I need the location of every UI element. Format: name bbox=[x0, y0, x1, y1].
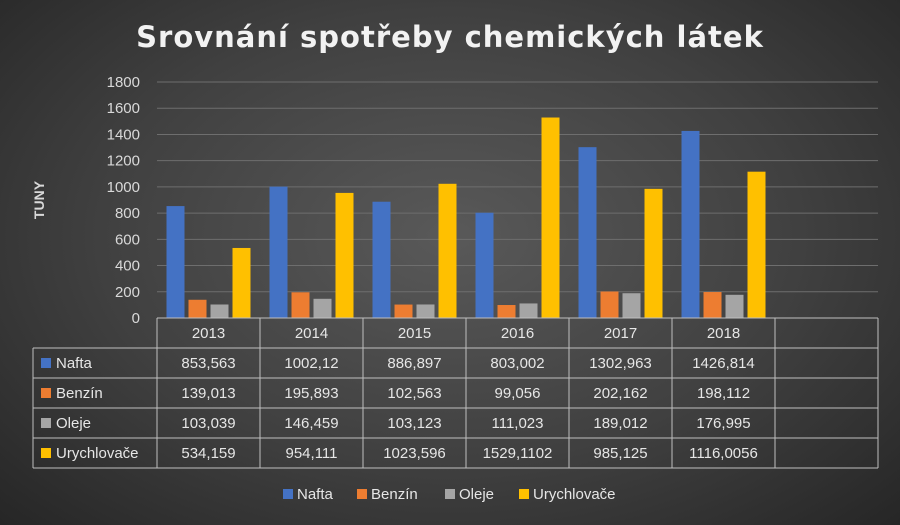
y-tick-label: 1200 bbox=[107, 153, 140, 170]
y-axis-label: TUNY bbox=[31, 180, 47, 219]
x-tick-label: 2016 bbox=[501, 325, 534, 342]
bar-benzín-2015 bbox=[394, 304, 413, 318]
y-tick-label: 1400 bbox=[107, 126, 140, 143]
y-tick-label: 1600 bbox=[107, 100, 140, 117]
data-label: 886,897 bbox=[387, 355, 441, 372]
data-label: 1529,1102 bbox=[483, 445, 553, 462]
legend-key bbox=[519, 489, 529, 499]
table-series-label: Urychlovače bbox=[56, 445, 139, 462]
x-tick-label: 2014 bbox=[295, 325, 328, 342]
bar-oleje-2017 bbox=[622, 293, 641, 318]
bar-oleje-2015 bbox=[416, 304, 435, 318]
bar-urychlovače-2013 bbox=[232, 247, 251, 318]
bar-benzín-2017 bbox=[600, 291, 619, 318]
data-label: 139,013 bbox=[181, 385, 235, 402]
bar-oleje-2016 bbox=[519, 303, 538, 318]
table-series-label: Nafta bbox=[56, 355, 93, 372]
bar-urychlovače-2015 bbox=[438, 183, 457, 318]
data-label: 1002,12 bbox=[284, 355, 338, 372]
legend-entry: Benzín bbox=[371, 486, 418, 503]
data-label: 985,125 bbox=[593, 445, 647, 462]
legend-entry: Nafta bbox=[297, 486, 334, 503]
bar-oleje-2014 bbox=[313, 298, 332, 318]
y-tick-label: 800 bbox=[115, 205, 140, 222]
legend-entry: Oleje bbox=[459, 486, 494, 503]
bar-urychlovače-2016 bbox=[541, 117, 560, 318]
data-label: 99,056 bbox=[495, 385, 541, 402]
table-legend-key bbox=[41, 418, 51, 428]
x-tick-label: 2018 bbox=[707, 325, 740, 342]
bar-urychlovače-2014 bbox=[335, 192, 354, 318]
bar-benzín-2016 bbox=[497, 305, 516, 318]
data-label: 103,123 bbox=[387, 415, 441, 432]
data-label: 1023,596 bbox=[383, 445, 446, 462]
bar-nafta-2017 bbox=[578, 147, 597, 318]
legend-key bbox=[445, 489, 455, 499]
y-tick-label: 200 bbox=[115, 284, 140, 301]
bar-oleje-2018 bbox=[725, 294, 744, 318]
data-label: 1426,814 bbox=[692, 355, 755, 372]
y-tick-label: 400 bbox=[115, 258, 140, 275]
data-label: 1116,0056 bbox=[689, 445, 758, 462]
bar-nafta-2016 bbox=[475, 212, 494, 318]
data-label: 534,159 bbox=[181, 445, 235, 462]
y-tick-label: 1000 bbox=[107, 179, 140, 196]
table-legend-key bbox=[41, 388, 51, 398]
table-legend-key bbox=[41, 448, 51, 458]
bar-benzín-2018 bbox=[703, 292, 722, 318]
data-label: 146,459 bbox=[284, 415, 338, 432]
legend-entry: Urychlovače bbox=[533, 486, 616, 503]
x-tick-label: 2017 bbox=[604, 325, 637, 342]
legend-key bbox=[283, 489, 293, 499]
data-label: 189,012 bbox=[593, 415, 647, 432]
data-label: 1302,963 bbox=[589, 355, 652, 372]
data-label: 102,563 bbox=[387, 385, 441, 402]
bar-urychlovače-2017 bbox=[644, 188, 663, 318]
table-series-label: Benzín bbox=[56, 385, 103, 402]
data-label: 111,023 bbox=[492, 415, 544, 432]
y-tick-label: 600 bbox=[115, 231, 140, 248]
chart-title: Srovnání spotřeby chemických látek bbox=[136, 20, 764, 54]
bar-nafta-2013 bbox=[166, 206, 185, 318]
x-tick-label: 2013 bbox=[192, 325, 225, 342]
bar-nafta-2015 bbox=[372, 201, 391, 318]
y-tick-label: 1800 bbox=[107, 74, 140, 91]
data-label: 853,563 bbox=[181, 355, 235, 372]
legend-key bbox=[357, 489, 367, 499]
data-label: 954,111 bbox=[286, 445, 338, 462]
data-label: 195,893 bbox=[284, 385, 338, 402]
data-label: 176,995 bbox=[696, 415, 750, 432]
bar-nafta-2014 bbox=[269, 186, 288, 318]
bar-benzín-2014 bbox=[291, 292, 310, 318]
data-label: 202,162 bbox=[593, 385, 647, 402]
bar-urychlovače-2018 bbox=[747, 171, 766, 318]
data-label: 198,112 bbox=[697, 385, 750, 402]
bar-nafta-2018 bbox=[681, 130, 700, 318]
x-tick-label: 2015 bbox=[398, 325, 431, 342]
table-series-label: Oleje bbox=[56, 415, 91, 432]
bar-benzín-2013 bbox=[188, 299, 207, 318]
data-label: 103,039 bbox=[181, 415, 235, 432]
data-label: 803,002 bbox=[490, 355, 544, 372]
y-tick-label: 0 bbox=[132, 310, 140, 327]
bar-oleje-2013 bbox=[210, 304, 229, 318]
table-legend-key bbox=[41, 358, 51, 368]
